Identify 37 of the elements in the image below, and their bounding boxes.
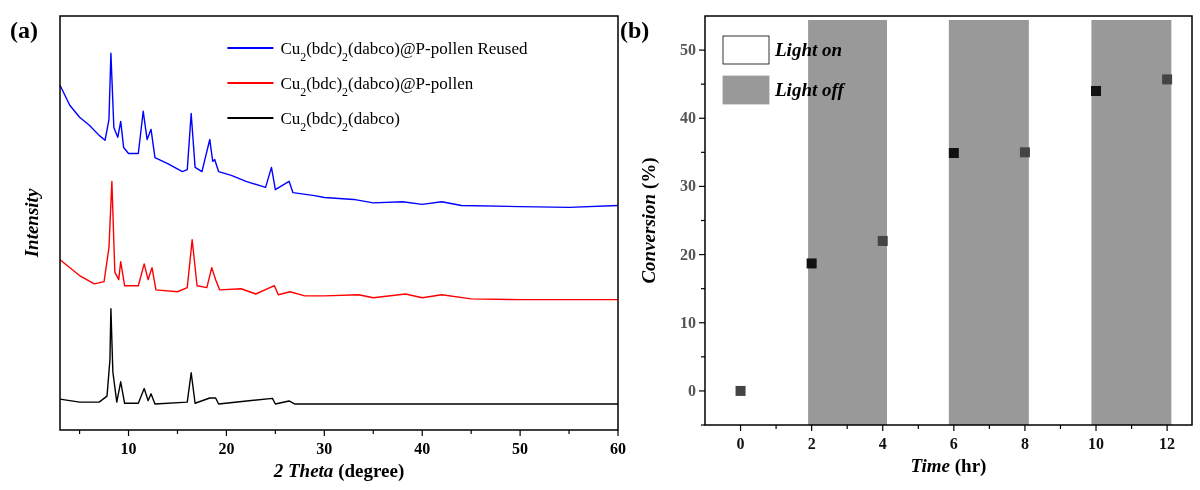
point (877, 235, 888, 246)
point (806, 258, 817, 269)
y-tick-label: 20 (680, 245, 696, 263)
x-tick-label: 6 (949, 435, 958, 452)
x-tick-label: 12 (1159, 435, 1176, 452)
x-tick-label: 10 (1088, 435, 1105, 452)
x-axis-title: 2 Theta (degree) (272, 460, 405, 482)
point (948, 148, 959, 159)
y-tick-label: 30 (680, 177, 696, 195)
y-tick-label: 10 (680, 313, 696, 331)
annotation: Light on (774, 39, 843, 60)
x-tick-label: 60 (610, 440, 626, 457)
x-tick-label: 8 (1020, 435, 1029, 452)
band-label: Light off (774, 79, 846, 100)
x-tick-label: 2 (807, 435, 816, 452)
x-tick-label: 10 (120, 440, 137, 457)
y-tick-label: 50 (680, 41, 696, 59)
chart-title: (a) (10, 17, 38, 43)
legend-label: Cu$_{2}$(bdc)$_{2}$(dabco)@P-pollen (280, 74, 474, 99)
x-tick-label: 30 (316, 440, 333, 457)
y-axis-title: Conversion (%) (638, 157, 660, 284)
point (1019, 147, 1030, 158)
x-tick-label: 50 (512, 440, 529, 457)
point (1091, 85, 1102, 96)
x-tick-label: 20 (218, 440, 235, 457)
legend-label: Cu$_{2}$(bdc)$_{2}$(dabco) (280, 109, 400, 134)
y-tick-label: 0 (688, 381, 696, 399)
x-tick-label: 4 (878, 435, 887, 452)
y-tick-label: 40 (680, 109, 696, 127)
chart-title: (b) (620, 17, 650, 43)
legend-label: Cu$_{2}$(bdc)$_{2}$(dabco)@P-pollen Reused (280, 39, 528, 64)
point (735, 385, 746, 396)
y-axis-title: Intensity (21, 188, 42, 259)
x-tick-label: 0 (736, 435, 745, 452)
point (1162, 74, 1173, 85)
x-tick-label: 40 (414, 440, 431, 457)
x-axis-title: Time (hr) (910, 455, 987, 477)
